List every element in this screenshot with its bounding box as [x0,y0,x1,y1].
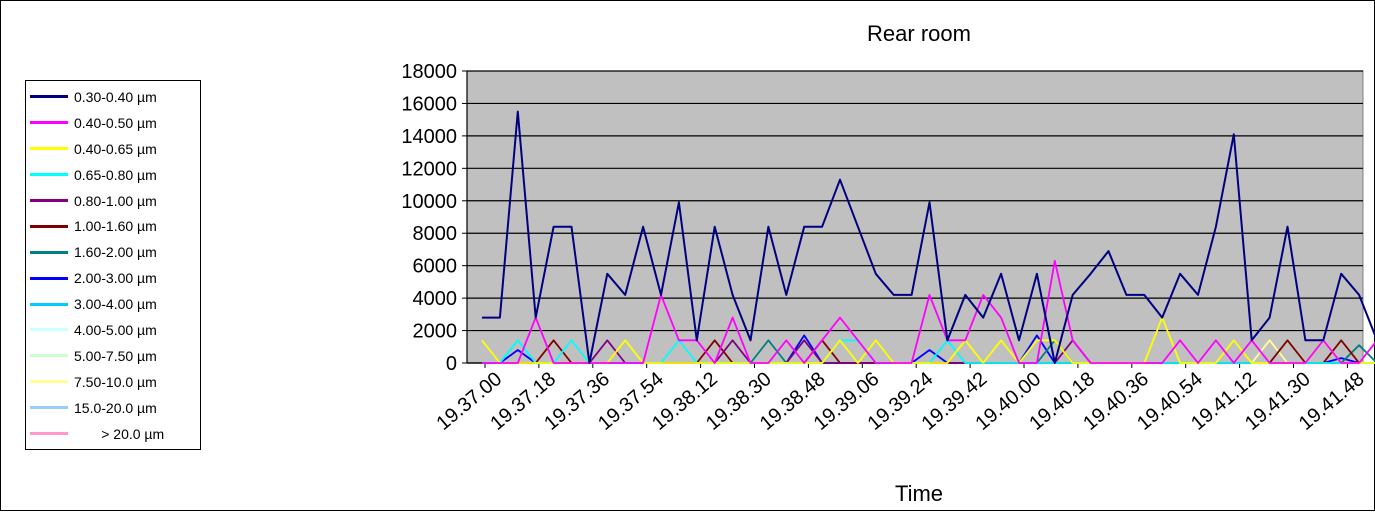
y-tick-label: 18000 [401,61,457,83]
legend-swatch [30,121,68,125]
chart-title: Rear room [867,21,971,46]
legend-item: 7.50-10.0 µm [26,369,200,395]
legend-item: 0.80-1.00 µm [26,188,200,214]
plot-area: 0 2000 4000 6000 8000 10000 12000 14000 16000 180… [401,61,1375,435]
legend-label: 0.40-0.65 µm [74,140,157,157]
y-tick-label: 2000 [413,321,458,343]
legend-swatch [30,406,68,410]
legend-label: 0.80-1.00 µm [74,192,157,209]
y-tick-label: 6000 [413,256,458,278]
legend-label: 15.0-20.0 µm [74,399,157,416]
legend-item: 0.30-0.40 µm [26,84,200,110]
legend-item: 4.00-5.00 µm [26,317,200,343]
plot-background [466,70,1364,364]
series-line-2 [482,259,1375,364]
legend-item: 0.40-0.50 µm [26,110,200,136]
legend-item: 0.65-0.80 µm [26,162,200,188]
legend-item: 1.00-1.60 µm [26,213,200,239]
legend-item: 5.00-7.50 µm [26,343,200,369]
legend-swatch [30,250,68,254]
legend-label: > 20.0 µm [74,425,165,442]
legend-swatch [30,173,68,177]
series-line-3 [481,316,1375,364]
legend-swatch [30,328,68,332]
legend-label: 0.30-0.40 µm [74,88,157,105]
y-tick-label: 10000 [401,191,457,213]
legend-swatch [30,199,68,202]
legend-item: 15.0-20.0 µm [26,395,200,421]
legend-swatch [30,276,68,280]
legend-item: 0.40-0.65 µm [26,136,200,162]
legend-swatch [30,95,68,99]
legend-item: 3.00-4.00 µm [26,291,200,317]
legend-label: 2.00-3.00 µm [74,270,157,287]
legend-label: 0.40-0.50 µm [74,114,157,131]
y-tick-label: 14000 [401,126,457,148]
legend-label: 1.00-1.60 µm [74,218,157,235]
legend-label: 4.00-5.00 µm [74,321,157,338]
legend-swatch [30,354,68,358]
legend-item: 1.60-2.00 µm [26,239,200,265]
y-tick-label: 12000 [401,158,457,180]
legend-swatch [30,302,68,306]
y-tick-label: 8000 [413,223,458,245]
legend-swatch [30,432,68,436]
legend-item: 2.00-3.00 µm [26,265,200,291]
y-tick-label: 16000 [401,93,457,115]
legend-label: 0.65-0.80 µm [74,166,157,183]
legend-item: > 20.0 µm [26,421,200,447]
chart-legend: 0.30-0.40 µm 0.40-0.50 µm 0.40-0.65 µm 0.65… [25,80,201,451]
legend-label: 7.50-10.0 µm [74,373,157,390]
legend-label: 5.00-7.50 µm [74,347,157,364]
series-line-1 [482,110,1375,364]
legend-label: 3.00-4.00 µm [74,296,157,313]
legend-swatch [30,147,68,151]
legend-label: 1.60-2.00 µm [74,244,157,261]
legend-swatch [30,380,68,384]
x-axis-title: Time [895,481,943,506]
legend-swatch [30,224,68,228]
y-tick-label: 0 [446,353,457,375]
y-tick-label: 4000 [413,288,458,310]
